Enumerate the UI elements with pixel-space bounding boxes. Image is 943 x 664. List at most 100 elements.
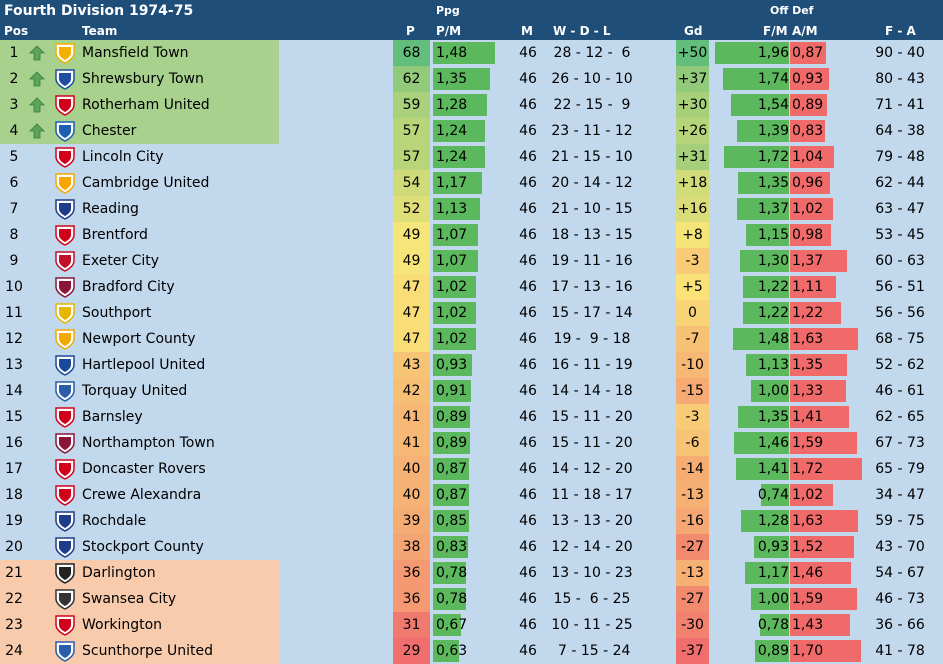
points-cell: 40: [402, 487, 421, 503]
team-name[interactable]: Scunthorpe United: [82, 643, 213, 659]
table-row[interactable]: 24 Scunthorpe United 29 0,63 46 7 - 15 - 24 -…: [0, 638, 943, 664]
goal-diff-cell-bg: [676, 534, 709, 560]
goal-diff-cell: -3: [685, 409, 700, 425]
fm-bar: [731, 94, 789, 116]
am-value: 1,59: [792, 435, 824, 451]
table-row[interactable]: 7 Reading 52 1,13 46 21 - 10 - 15 +16 1,37 1,02 6…: [0, 196, 943, 222]
am-header[interactable]: A/M: [792, 24, 818, 38]
table-row[interactable]: 8 Brentford 49 1,07 46 18 - 13 - 15 +8 1,15 0,98…: [0, 222, 943, 248]
table-row[interactable]: 20 Stockport County 38 0,83 46 12 - 14 - 20 -2…: [0, 534, 943, 560]
goals-for-against-cell: 62 - 65: [875, 409, 925, 425]
table-row[interactable]: 2 Shrewsbury Town 62 1,35 46 26 - 10 - 10 +37 1…: [0, 66, 943, 92]
wdl-cell: 15 - 17 - 14: [551, 305, 633, 321]
team-name[interactable]: Workington: [82, 617, 163, 633]
ppg-value: 0,67: [436, 617, 468, 633]
table-row[interactable]: 5 Lincoln City 57 1,24 46 21 - 15 - 10 +31 1,72…: [0, 144, 943, 170]
am-bar: [790, 120, 825, 142]
team-name[interactable]: Newport County: [82, 331, 196, 347]
table-row[interactable]: 19 Rochdale 39 0,85 46 13 - 13 - 20 -16 1,28 1,6…: [0, 508, 943, 534]
wdl-cell: 10 - 11 - 25: [551, 617, 633, 633]
team-name[interactable]: Chester: [82, 123, 137, 139]
table-row[interactable]: 10 Bradford City 47 1,02 46 17 - 13 - 16 +5 1,2…: [0, 274, 943, 300]
table-row[interactable]: 17 Doncaster Rovers 40 0,87 46 14 - 12 - 20 -1…: [0, 456, 943, 482]
points-header[interactable]: P: [406, 24, 415, 38]
matches-cell: 46: [519, 45, 537, 61]
ppg-value: 0,85: [436, 513, 468, 529]
table-row[interactable]: 18 Crewe Alexandra 40 0,87 46 11 - 18 - 17 -13…: [0, 482, 943, 508]
goals-for-against-cell: 63 - 47: [875, 201, 925, 217]
team-name[interactable]: Exeter City: [82, 253, 160, 269]
team-header[interactable]: Team: [82, 24, 118, 38]
fa-header[interactable]: F - A: [885, 24, 916, 38]
table-row[interactable]: 13 Hartlepool United 43 0,93 46 16 - 11 - 19 -…: [0, 352, 943, 378]
table-row[interactable]: 6 Cambridge United 54 1,17 46 20 - 14 - 12 +18…: [0, 170, 943, 196]
team-name[interactable]: Doncaster Rovers: [82, 461, 206, 477]
team-name[interactable]: Mansfield Town: [82, 45, 189, 61]
team-name[interactable]: Stockport County: [82, 539, 204, 555]
team-name[interactable]: Reading: [82, 201, 139, 217]
am-value: 1,72: [792, 461, 824, 477]
pm-header[interactable]: P/M: [436, 24, 462, 38]
points-cell: 62: [402, 71, 421, 87]
am-bar: [790, 562, 851, 584]
ppg-value: 1,02: [436, 279, 468, 295]
table-row[interactable]: 11 Southport 47 1,02 46 15 - 17 - 14 0 1,22 1,22…: [0, 300, 943, 326]
team-name[interactable]: Rochdale: [82, 513, 147, 529]
team-name[interactable]: Crewe Alexandra: [82, 487, 202, 503]
points-cell: 41: [402, 435, 421, 451]
table-row[interactable]: 16 Northampton Town 41 0,89 46 15 - 11 - 20 -6…: [0, 430, 943, 456]
fm-value: 1,17: [757, 565, 789, 581]
team-name[interactable]: Hartlepool United: [82, 357, 206, 373]
team-name[interactable]: Brentford: [82, 227, 148, 243]
team-name[interactable]: Southport: [82, 305, 152, 321]
ppg-bar: [433, 562, 466, 584]
goal-diff-cell: 0: [688, 305, 697, 321]
ppg-bar: [433, 146, 485, 168]
team-name[interactable]: Rotherham United: [82, 97, 210, 113]
table-row[interactable]: 14 Torquay United 42 0,91 46 14 - 14 - 18 -15 1…: [0, 378, 943, 404]
table-row[interactable]: 3 Rotherham United 59 1,28 46 22 - 15 - 9 +30 1…: [0, 92, 943, 118]
team-name[interactable]: Darlington: [82, 565, 156, 581]
am-value: 1,02: [792, 201, 824, 217]
team-name[interactable]: Barnsley: [82, 409, 143, 425]
team-name[interactable]: Lincoln City: [82, 149, 164, 165]
wdl-cell: 15 - 6 - 25: [553, 591, 631, 607]
team-name[interactable]: Shrewsbury Town: [82, 71, 204, 87]
points-cell-bg: [393, 170, 430, 196]
fm-bar: [755, 640, 789, 662]
fm-bar: [746, 224, 789, 246]
table-row[interactable]: 21 Darlington 36 0,78 46 13 - 10 - 23 -13 1,17 1…: [0, 560, 943, 586]
goal-diff-cell-bg: [676, 66, 709, 92]
team-name[interactable]: Cambridge United: [82, 175, 210, 191]
goal-diff-cell: -6: [685, 435, 700, 451]
fm-header[interactable]: F/M: [763, 24, 788, 38]
table-row[interactable]: 23 Workington 31 0,67 46 10 - 11 - 25 -30 0,78 1…: [0, 612, 943, 638]
pos-header[interactable]: Pos: [4, 24, 29, 38]
wdl-header[interactable]: W - D - L: [553, 24, 611, 38]
gd-header[interactable]: Gd: [684, 24, 703, 38]
fm-value: 1,35: [757, 175, 789, 191]
team-name[interactable]: Northampton Town: [82, 435, 215, 451]
position-cell: 19: [5, 513, 23, 529]
table-row[interactable]: 9 Exeter City 49 1,07 46 19 - 11 - 16 -3 1,30 1,…: [0, 248, 943, 274]
table-row[interactable]: 12 Newport County 47 1,02 46 19 - 9 - 18 -7 1,4…: [0, 326, 943, 352]
matches-header[interactable]: M: [521, 24, 533, 38]
reelection-zone-highlight: [0, 586, 279, 612]
am-value: 1,46: [792, 565, 824, 581]
table-row[interactable]: 1 Mansfield Town 68 1,48 46 28 - 12 - 6 +50 1,9…: [0, 40, 943, 66]
wdl-cell: 14 - 14 - 18: [551, 383, 633, 399]
team-name[interactable]: Swansea City: [82, 591, 177, 607]
table-row[interactable]: 4 Chester 57 1,24 46 23 - 11 - 12 +26 1,39 0,83 6…: [0, 118, 943, 144]
goal-diff-cell: +8: [682, 227, 703, 243]
matches-cell: 46: [519, 97, 537, 113]
matches-cell: 46: [519, 617, 537, 633]
team-name[interactable]: Bradford City: [82, 279, 175, 295]
table-row[interactable]: 22 Swansea City 36 0,78 46 15 - 6 - 25 -27 1,00…: [0, 586, 943, 612]
points-cell-bg: [393, 430, 430, 456]
goal-diff-cell-bg: [676, 352, 709, 378]
table-row[interactable]: 15 Barnsley 41 0,89 46 15 - 11 - 20 -3 1,35 1,41…: [0, 404, 943, 430]
goal-diff-cell-bg: [676, 274, 709, 300]
ppg-bar: [433, 198, 480, 220]
ppg-bar: [433, 354, 472, 376]
team-name[interactable]: Torquay United: [82, 383, 188, 399]
